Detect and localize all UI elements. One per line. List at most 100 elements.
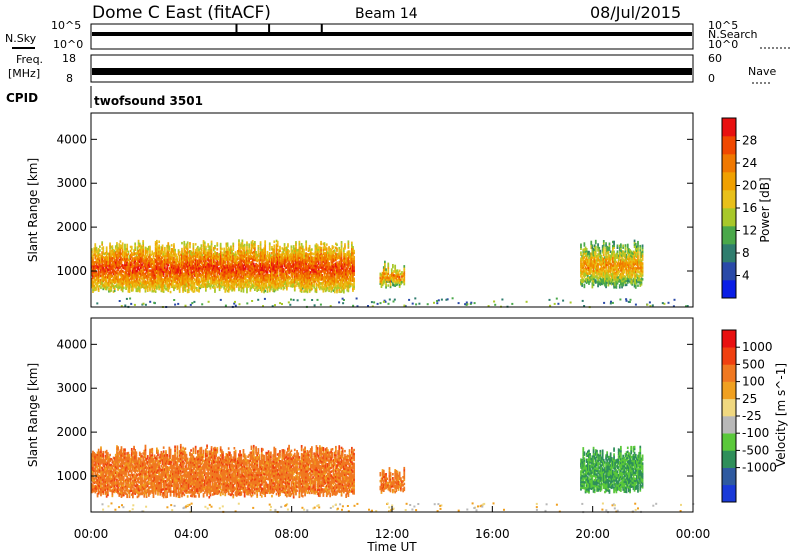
echo-cell [333, 246, 335, 248]
echo-cell [216, 242, 218, 244]
echo-cell [288, 250, 290, 252]
echo-cell [99, 249, 101, 251]
echo-cell [334, 249, 336, 251]
echo-cell [598, 247, 600, 249]
echo-cell [267, 251, 269, 253]
echo-cell [158, 245, 160, 247]
echo-cell [391, 268, 393, 270]
echo-cell [124, 244, 126, 246]
noise-left-tick-top: 10^5 [51, 19, 81, 32]
echo-cell [205, 246, 207, 248]
echo-cell [264, 240, 266, 242]
echo-cell [387, 284, 389, 286]
noise-right-tick-top: 10^5 [708, 19, 738, 32]
echo-cell [158, 241, 160, 243]
echo-cell [167, 242, 169, 244]
echo-cell [201, 244, 203, 246]
echo-cell [134, 243, 136, 245]
echo-cell [353, 250, 355, 252]
echo-cell [305, 240, 307, 242]
echo-cell [326, 243, 328, 245]
echo-cell [238, 239, 240, 241]
echo-cell [227, 242, 229, 244]
echo-cell [197, 246, 199, 248]
echo-cell [164, 284, 166, 286]
echo-cell [399, 270, 401, 272]
echo-cell [302, 246, 304, 248]
freq-panel: Freq. [MHz] 18 8 60 0 Nave [8, 52, 776, 85]
echo-cell [309, 245, 311, 247]
echo-cell [155, 290, 157, 292]
echo-cell [149, 246, 151, 248]
beam-label: Beam 14 [355, 6, 418, 22]
echo-cell [102, 246, 104, 248]
echo-cell [211, 241, 213, 243]
cpid-label: CPID [6, 91, 38, 105]
echo-cell [128, 251, 130, 253]
freq-right-label: Nave [748, 65, 776, 78]
noise-panel: N.Sky 10^5 10^0 N.Search 10^5 10^0 [5, 19, 790, 51]
echo-cell [244, 244, 246, 246]
echo-cell [179, 251, 181, 253]
echo-cell [204, 242, 206, 244]
echo-cell [246, 241, 248, 243]
echo-cell [387, 263, 389, 265]
echo-cell [277, 241, 279, 243]
echo-cell [600, 250, 602, 252]
echo-cell [584, 284, 586, 286]
echo-cell [169, 245, 171, 247]
echo-cell [220, 243, 222, 245]
echo-cell [344, 243, 346, 245]
freq-band [92, 68, 692, 75]
echo-cell [223, 248, 225, 250]
echo-cell [284, 243, 286, 245]
echo-cell [260, 241, 262, 243]
echo-cell [284, 287, 286, 289]
echo-cell [221, 252, 223, 254]
echo-cell [326, 247, 328, 249]
echo-cell [232, 243, 234, 245]
echo-cell [321, 274, 323, 276]
echo-cell [252, 240, 254, 242]
echo-cell [269, 252, 271, 254]
echo-cell [101, 241, 103, 243]
echo-cell [336, 244, 338, 246]
echo-cell [112, 245, 114, 247]
echo-cell [109, 243, 111, 245]
echo-cell [193, 243, 195, 245]
echo-cell [230, 246, 232, 248]
echo-cell [586, 248, 588, 250]
echo-cell [320, 247, 322, 249]
echo-cell [603, 240, 605, 242]
echo-cell [138, 240, 140, 242]
echo-cell [170, 291, 172, 293]
echo-cell [287, 243, 289, 245]
echo-cell [385, 268, 387, 270]
echo-cell [303, 249, 305, 251]
echo-cell [295, 241, 297, 243]
noise-sky-band [92, 32, 692, 36]
echo-cell [269, 242, 271, 244]
echo-cell [353, 278, 355, 280]
station-title: Dome C East (fitACF) [92, 3, 271, 23]
echo-cell [214, 286, 216, 288]
echo-cell [320, 241, 322, 243]
echo-cell [164, 247, 166, 249]
echo-cell [384, 261, 386, 263]
freq-trace [92, 68, 692, 75]
echo-cell [273, 245, 275, 247]
echo-cell [336, 248, 338, 250]
freq-right-tick-top: 60 [708, 52, 722, 65]
echo-cell [123, 287, 125, 289]
echo-cell [595, 246, 597, 248]
echo-cell [181, 248, 183, 250]
echo-cell [601, 255, 603, 257]
echo-cell [301, 243, 303, 245]
echo-cell [273, 241, 275, 243]
freq-left-tick-top: 18 [62, 52, 76, 65]
echo-cell [221, 248, 223, 250]
echo-cell [242, 240, 244, 242]
echo-cell [183, 241, 185, 243]
freq-left-label-2: [MHz] [8, 67, 40, 80]
